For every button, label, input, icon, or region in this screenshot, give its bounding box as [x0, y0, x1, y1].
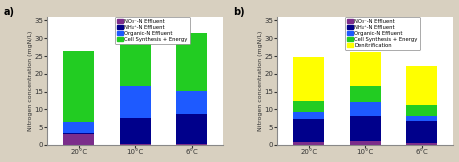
Bar [405, 116, 437, 121]
Bar [292, 112, 324, 119]
Bar [292, 101, 324, 112]
Bar [119, 144, 151, 145]
Bar [349, 141, 380, 145]
Bar [405, 143, 437, 145]
Y-axis label: Nitrogen concentration (mgN/L): Nitrogen concentration (mgN/L) [257, 31, 263, 131]
Bar [292, 57, 324, 101]
Bar [176, 144, 207, 145]
Text: b): b) [233, 7, 245, 17]
Bar [119, 117, 151, 144]
Bar [349, 52, 380, 86]
Bar [292, 142, 324, 145]
Bar [405, 105, 437, 116]
Text: a): a) [4, 7, 15, 17]
Bar [63, 122, 94, 133]
Legend: NO₃⁻-N Effluent, NH₄⁺-N Effluent, Organic-N Effluent, Cell Synthesis + Energy: NO₃⁻-N Effluent, NH₄⁺-N Effluent, Organi… [115, 17, 189, 44]
Bar [119, 86, 151, 117]
Bar [176, 114, 207, 144]
Bar [176, 91, 207, 114]
Bar [349, 116, 380, 141]
Bar [63, 51, 94, 122]
Bar [119, 25, 151, 86]
Legend: NO₃⁻-N Effluent, NH₄⁺-N Effluent, Organic-N Effluent, Cell Synthesis + Energy, D: NO₃⁻-N Effluent, NH₄⁺-N Effluent, Organi… [345, 17, 419, 50]
Bar [63, 133, 94, 145]
Bar [405, 121, 437, 143]
Y-axis label: Nitrogen concentration (mgN/L): Nitrogen concentration (mgN/L) [28, 31, 33, 131]
Bar [349, 86, 380, 102]
Bar [176, 33, 207, 91]
Bar [405, 66, 437, 105]
Bar [292, 119, 324, 142]
Bar [349, 102, 380, 116]
